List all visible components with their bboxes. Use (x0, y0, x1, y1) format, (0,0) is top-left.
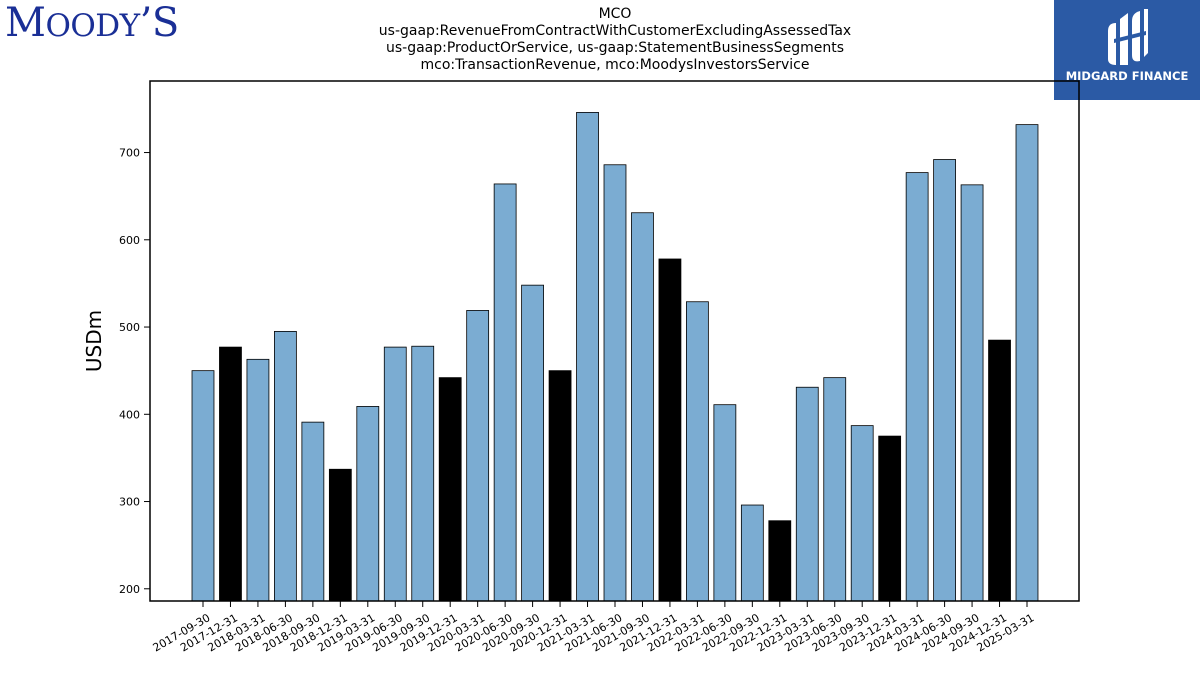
bar (768, 520, 792, 602)
bar (740, 504, 764, 602)
midgard-mark-icon (1108, 9, 1148, 65)
bar (603, 164, 627, 602)
bar (328, 468, 352, 602)
chart-title-line: us-gaap:RevenueFromContractWithCustomerE… (378, 23, 852, 39)
y-tick-label: 300 (119, 496, 140, 509)
bar (301, 421, 325, 602)
y-tick-label: 200 (119, 583, 140, 596)
bar (576, 112, 599, 602)
bar (713, 404, 737, 602)
bar (933, 159, 956, 602)
y-axis: 200 300 400 500 600 700 (119, 147, 150, 596)
bars-group (191, 112, 1039, 602)
bar (246, 358, 270, 602)
bar (466, 310, 490, 602)
x-axis: 2017-09-302017-12-312018-03-312018-06-30… (151, 601, 1037, 654)
bar (411, 345, 435, 602)
bar (988, 339, 1011, 602)
bar (631, 212, 654, 602)
bar (823, 377, 847, 602)
moodys-logo: MOODY’S (5, 0, 179, 46)
bar (219, 346, 242, 602)
bar (905, 172, 929, 602)
bar (548, 370, 572, 602)
y-tick-label: 500 (119, 321, 140, 334)
bar (960, 184, 984, 602)
bar (878, 435, 902, 602)
chart-title: MCO us-gaap:RevenueFromContractWithCusto… (315, 6, 915, 74)
y-tick-label: 600 (119, 234, 140, 247)
bar (686, 301, 709, 602)
y-tick-label: 400 (119, 408, 140, 421)
y-tick-label: 700 (119, 147, 140, 160)
bar (658, 258, 682, 602)
bar (850, 425, 874, 602)
chart-title-line: us-gaap:ProductOrService, us-gaap:Statem… (385, 40, 844, 56)
bar (521, 284, 544, 602)
bar (191, 370, 215, 602)
chart-title-line: MCO (598, 6, 632, 22)
bar (356, 406, 380, 602)
bar (795, 386, 819, 602)
midgard-finance-wordmark: MIDGARD FINANCE (1065, 69, 1189, 83)
chart-title-line: mco:TransactionRevenue, mco:MoodysInvest… (420, 57, 810, 73)
bar (383, 346, 407, 602)
y-axis-label: USDm (82, 310, 106, 372)
bar (274, 330, 297, 602)
bar (1015, 124, 1039, 602)
bar (493, 183, 517, 602)
bar (438, 377, 462, 602)
